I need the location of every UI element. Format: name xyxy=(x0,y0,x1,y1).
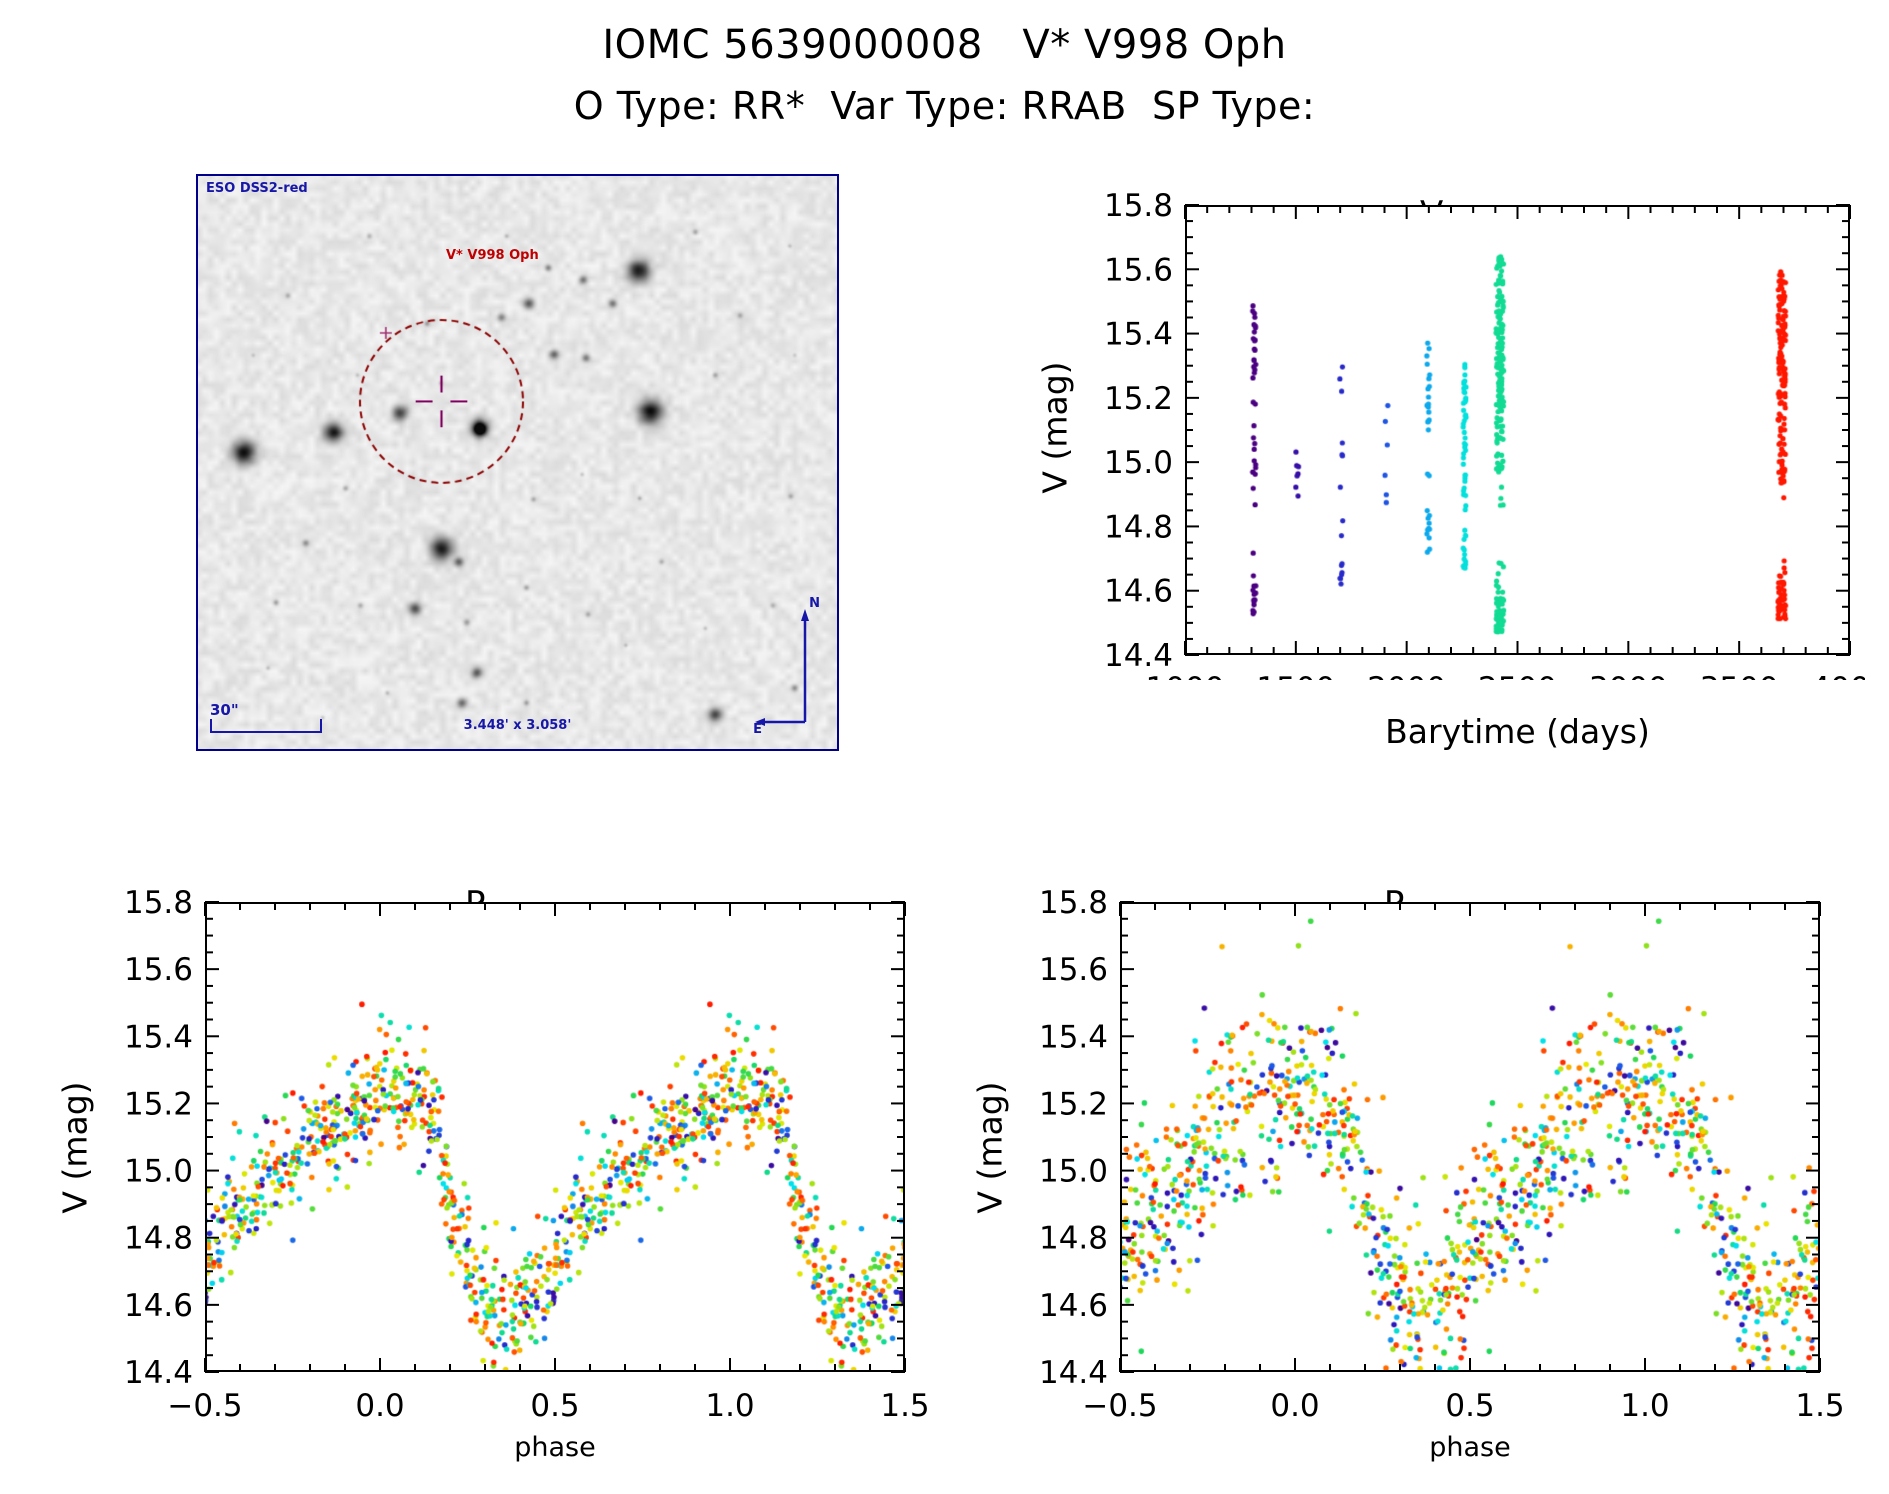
svg-text:1500: 1500 xyxy=(1256,671,1335,680)
phase-omc-xlabel: phase xyxy=(514,1432,596,1463)
svg-text:3000: 3000 xyxy=(1589,671,1668,680)
svg-text:0.0: 0.0 xyxy=(1270,1388,1319,1424)
svg-text:4000: 4000 xyxy=(1811,671,1865,680)
svg-text:1000: 1000 xyxy=(1146,671,1225,680)
scale-bar-label: 30" xyxy=(210,701,239,719)
svg-text:14.8: 14.8 xyxy=(124,1221,193,1257)
svg-text:2000: 2000 xyxy=(1367,671,1446,680)
svg-text:14.6: 14.6 xyxy=(124,1288,193,1324)
svg-text:1.0: 1.0 xyxy=(1620,1388,1669,1424)
svg-text:1.0: 1.0 xyxy=(705,1388,754,1424)
phase-omc-datapoints xyxy=(207,904,903,1370)
phase-vsx-xlabel: phase xyxy=(1429,1432,1511,1463)
svg-text:−0.5: −0.5 xyxy=(1082,1388,1157,1424)
page-title-line2: O Type: RR* Var Type: RRAB SP Type: xyxy=(573,84,1316,128)
barytime-panel: Vmed = 14.9 mag <err_V> = 0.2 mag 100015… xyxy=(1005,150,1866,751)
finder-chart-image xyxy=(198,176,837,749)
svg-text:15.0: 15.0 xyxy=(124,1154,193,1190)
svg-text:15.0: 15.0 xyxy=(1039,1154,1108,1190)
svg-text:−0.5: −0.5 xyxy=(167,1388,242,1424)
phase-omc-panel: POMC = 0.456770±0.000004 days −0.50.00.5… xyxy=(30,840,930,1480)
north-label: N xyxy=(809,596,820,611)
field-of-view-label: 3.448' x 3.058' xyxy=(463,718,572,733)
barytime-plot-area xyxy=(1185,205,1850,655)
barytime-ylabel: V (mag) xyxy=(1035,361,1075,494)
phase-omc-plot-area xyxy=(205,902,905,1372)
page-title-line1: IOMC 5639000008 V* V998 Oph xyxy=(602,22,1287,68)
svg-text:14.8: 14.8 xyxy=(1039,1221,1108,1257)
svg-text:14.6: 14.6 xyxy=(1039,1288,1108,1324)
svg-text:14.4: 14.4 xyxy=(1039,1355,1108,1391)
compass-icon xyxy=(755,609,809,726)
svg-text:2500: 2500 xyxy=(1478,671,1557,680)
svg-text:3500: 3500 xyxy=(1700,671,1779,680)
svg-text:0.5: 0.5 xyxy=(1445,1388,1494,1424)
phase-omc-ylabel: V (mag) xyxy=(55,1081,95,1214)
phase-vsx-panel: PVSX = 0.45679500 days −0.50.00.51.01.51… xyxy=(945,840,1845,1480)
svg-text:1.5: 1.5 xyxy=(1795,1388,1844,1424)
phase-vsx-datapoints xyxy=(1122,904,1818,1370)
svg-text:14.4: 14.4 xyxy=(1104,638,1173,674)
survey-label: ESO DSS2-red xyxy=(206,181,308,196)
svg-text:14.6: 14.6 xyxy=(1104,574,1173,610)
east-label: E xyxy=(753,722,762,737)
svg-text:15.2: 15.2 xyxy=(1039,1086,1108,1122)
svg-text:0.0: 0.0 xyxy=(355,1388,404,1424)
target-star-label: V* V998 Oph xyxy=(446,248,539,263)
scale-bar xyxy=(210,719,322,733)
barytime-datapoints xyxy=(1187,207,1848,653)
finder-chart: ESO DSS2-red 3.448' x 3.058' 30" N E V* … xyxy=(196,174,839,751)
phase-vsx-ylabel: V (mag) xyxy=(970,1081,1010,1214)
svg-text:0.5: 0.5 xyxy=(530,1388,579,1424)
phase-vsx-plot-area xyxy=(1120,902,1820,1372)
barytime-xlabel: Barytime (days) xyxy=(1385,712,1650,751)
svg-text:1.5: 1.5 xyxy=(880,1388,929,1424)
svg-text:14.4: 14.4 xyxy=(124,1355,193,1391)
svg-text:15.2: 15.2 xyxy=(124,1086,193,1122)
